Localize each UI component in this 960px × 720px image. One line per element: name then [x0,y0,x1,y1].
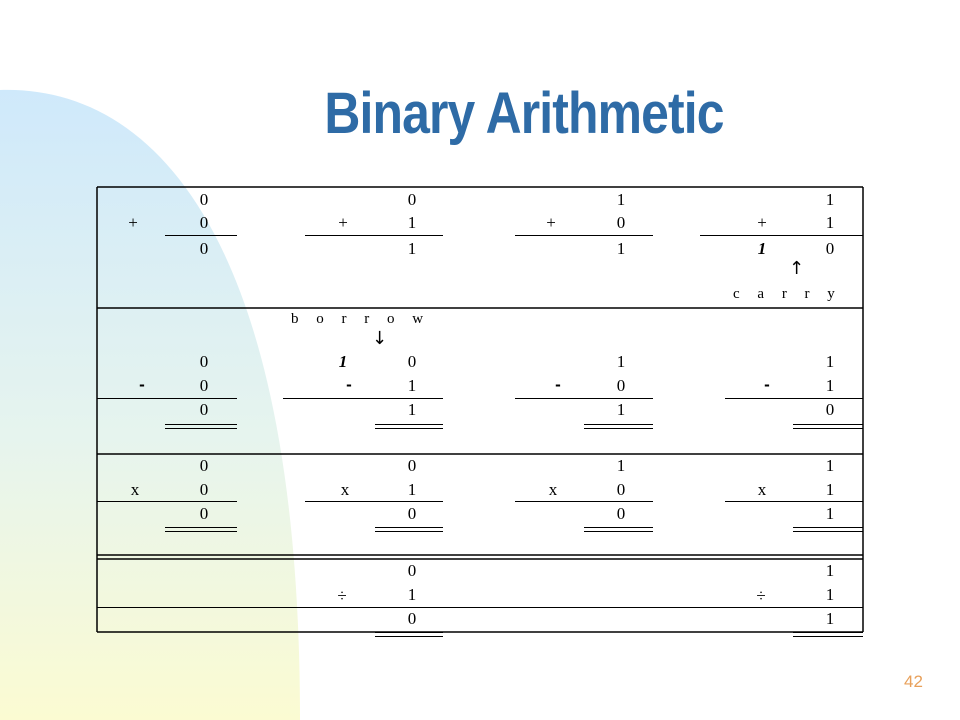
sub-top-digit: 0 [199,352,209,371]
carry-arrow-icon: ↑ [789,258,805,279]
div-result-digit: 1 [825,609,835,628]
sub-result-digit: 0 [825,400,835,419]
div-top-digit: 0 [407,561,417,580]
double-underline [793,636,863,637]
borrow-digit: 1 [338,352,348,371]
slide-title: Binary Arithmetic [324,81,724,146]
div-bottom-digit: 1 [407,585,417,604]
sum-line [700,235,863,236]
times-operator: x [130,480,140,499]
sub-top-digit: 1 [825,352,835,371]
plus-operator: + [338,213,348,232]
sub-result-digit: 0 [199,400,209,419]
sub-bottom-digit: 1 [825,376,835,395]
quotient-line [97,607,863,608]
double-underline [375,632,443,633]
mul-top-digit: 0 [407,456,417,475]
mul-result-digit: 0 [616,504,626,523]
minus-operator: - [139,375,145,394]
product-line [725,501,863,502]
double-underline [793,424,863,425]
double-underline [375,636,443,637]
divide-operator: ÷ [337,586,347,605]
mul-top-digit: 1 [825,456,835,475]
double-underline [165,428,237,429]
add-top-digit: 1 [616,190,626,209]
sub-bottom-digit: 1 [407,376,417,395]
double-underline [793,527,863,528]
div-bottom-digit: 1 [825,585,835,604]
sub-bottom-digit: 0 [616,376,626,395]
times-operator: x [340,480,350,499]
borrow-label: b o r r o w [291,311,431,327]
page-number: 42 [904,672,923,691]
times-operator: x [757,480,767,499]
add-bottom-digit: 1 [407,213,417,232]
sum-line [305,235,443,236]
times-operator: x [548,480,558,499]
sum-line [165,235,237,236]
add-bottom-digit: 1 [825,213,835,232]
plus-operator: + [757,213,767,232]
mul-bottom-digit: 1 [825,480,835,499]
plus-operator: + [128,213,138,232]
minus-operator: - [346,375,352,394]
double-underline [375,424,443,425]
double-underline [375,428,443,429]
add-result-digit: 0 [199,239,209,258]
divide-operator: ÷ [756,586,766,605]
add-top-digit: 0 [407,190,417,209]
product-line [515,501,653,502]
sub-top-digit: 1 [616,352,626,371]
sum-line [515,235,653,236]
mul-bottom-digit: 0 [199,480,209,499]
add-result-digit: 1 [407,239,417,258]
difference-line [515,398,653,399]
carry-label: c a r r y [733,286,842,302]
carry-digit: 1 [757,239,767,258]
add-top-digit: 1 [825,190,835,209]
double-underline [165,527,237,528]
double-underline [584,531,653,532]
product-line [97,501,237,502]
mul-result-digit: 0 [407,504,417,523]
div-top-digit: 1 [825,561,835,580]
double-underline [375,531,443,532]
sub-result-digit: 1 [616,400,626,419]
mul-bottom-digit: 0 [616,480,626,499]
difference-line [725,398,863,399]
sub-bottom-digit: 0 [199,376,209,395]
add-result-digit: 0 [825,239,835,258]
double-underline [793,428,863,429]
div-result-digit: 0 [407,609,417,628]
borrow-arrow-icon: ↓ [372,328,388,349]
sub-top-digit: 0 [407,352,417,371]
add-bottom-digit: 0 [616,213,626,232]
double-underline [375,527,443,528]
difference-line [97,398,237,399]
add-top-digit: 0 [199,190,209,209]
product-line [305,501,443,502]
mul-result-digit: 0 [199,504,209,523]
add-result-digit: 1 [616,239,626,258]
minus-operator: - [764,375,770,394]
double-underline [584,424,653,425]
add-bottom-digit: 0 [199,213,209,232]
double-underline [793,632,863,633]
mul-top-digit: 1 [616,456,626,475]
sub-result-digit: 1 [407,400,417,419]
minus-operator: - [555,375,561,394]
double-underline [165,424,237,425]
double-underline [584,527,653,528]
double-underline [584,428,653,429]
double-underline [793,531,863,532]
mul-bottom-digit: 1 [407,480,417,499]
plus-operator: + [546,213,556,232]
mul-top-digit: 0 [199,456,209,475]
mul-result-digit: 1 [825,504,835,523]
difference-line [283,398,443,399]
double-underline [165,531,237,532]
